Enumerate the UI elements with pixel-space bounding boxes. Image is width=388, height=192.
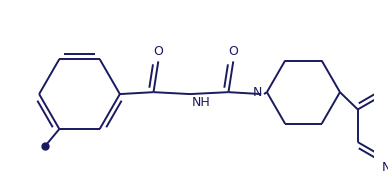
Text: O: O	[153, 45, 163, 58]
Text: NH: NH	[192, 96, 211, 109]
Text: N: N	[253, 86, 262, 99]
Text: N: N	[381, 161, 388, 174]
Text: O: O	[228, 45, 238, 58]
